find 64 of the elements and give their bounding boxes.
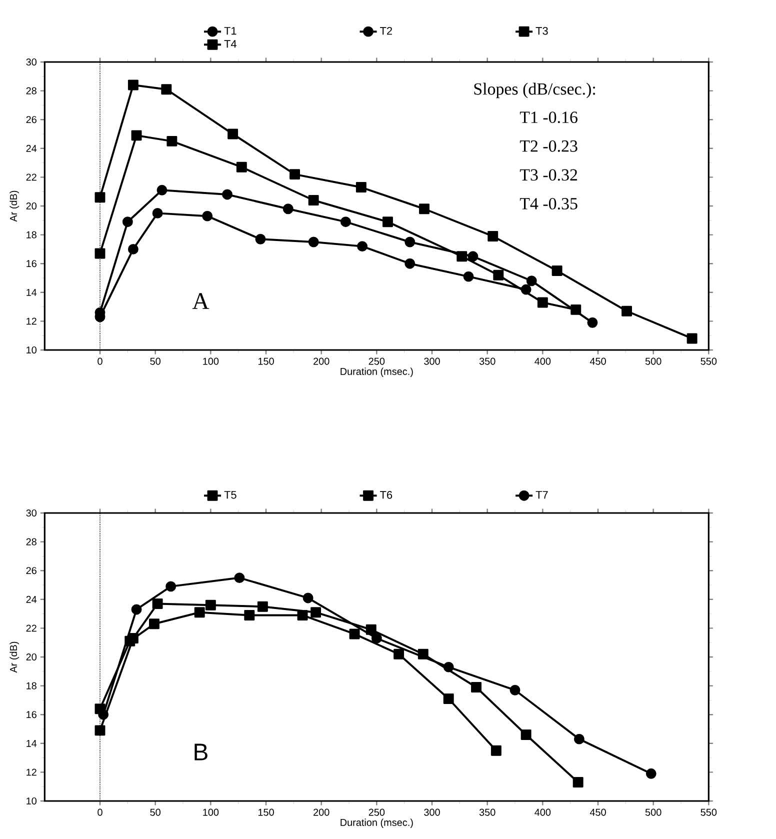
y-tick-label: 22 <box>26 174 36 181</box>
x-tick-label: 400 <box>534 358 551 365</box>
x-tick-label: 450 <box>590 808 606 816</box>
annotation: T4 -0.35 <box>520 198 578 210</box>
legend-label: T7 <box>536 491 548 499</box>
x-tick-label: 550 <box>700 808 717 816</box>
x-tick-label: 200 <box>314 358 330 365</box>
y-tick-label: 22 <box>26 624 36 632</box>
legend-label: T1 <box>224 27 236 35</box>
x-axis-title: Duration (msec.) <box>340 368 413 377</box>
x-tick-label: 500 <box>645 358 662 365</box>
legend-label: T6 <box>380 491 392 499</box>
y-tick-label: 12 <box>26 318 36 325</box>
annotation: T2 -0.23 <box>520 140 578 152</box>
legend-label: T3 <box>536 27 548 35</box>
y-tick-label: 30 <box>26 58 37 66</box>
x-tick-label: 150 <box>258 358 274 365</box>
y-tick-label: 26 <box>26 567 36 574</box>
x-tick-label: 550 <box>700 358 717 365</box>
x-tick-label: 300 <box>424 358 440 365</box>
y-tick-label: 28 <box>26 87 36 94</box>
y-tick-label: 16 <box>26 711 36 718</box>
annotation: T1 -0.16 <box>520 112 578 124</box>
x-tick-label: 0 <box>98 358 102 365</box>
legend-label: T4 <box>224 40 236 48</box>
x-tick-label: 350 <box>479 808 496 816</box>
x-tick-label: 150 <box>258 808 274 816</box>
x-tick-label: 400 <box>534 808 551 816</box>
y-axis-title: Ar (dB) <box>10 642 19 673</box>
x-tick-label: 100 <box>203 808 219 816</box>
y-tick-label: 26 <box>26 116 36 124</box>
x-tick-label: 300 <box>424 808 440 816</box>
x-axis-title: Duration (msec.) <box>340 818 413 828</box>
y-tick-label: 20 <box>26 653 37 661</box>
y-tick-label: 28 <box>26 538 36 546</box>
x-tick-label: 450 <box>590 358 606 365</box>
y-tick-label: 10 <box>26 797 37 805</box>
x-tick-label: 250 <box>368 358 385 365</box>
y-tick-label: 24 <box>26 596 37 603</box>
x-tick-label: 0 <box>98 808 102 816</box>
y-tick-label: 14 <box>26 740 37 747</box>
annotation: A <box>192 293 210 309</box>
x-tick-label: 350 <box>479 358 496 365</box>
y-tick-label: 18 <box>26 682 36 690</box>
y-tick-label: 14 <box>26 288 37 296</box>
y-tick-label: 24 <box>26 144 37 152</box>
x-tick-label: 250 <box>368 808 385 816</box>
y-tick-label: 12 <box>26 768 36 776</box>
x-tick-label: 50 <box>150 358 160 365</box>
annotation: T3 -0.32 <box>520 169 578 181</box>
x-tick-label: 50 <box>150 808 160 816</box>
annotation: Slopes (dB/csec.): <box>474 82 596 98</box>
legend-label: T5 <box>224 491 236 499</box>
annotation: B <box>194 744 208 760</box>
y-tick-label: 10 <box>26 346 37 354</box>
x-tick-label: 100 <box>203 358 219 365</box>
x-tick-label: 500 <box>645 808 662 816</box>
x-tick-label: 200 <box>314 808 330 816</box>
y-axis-title: Ar (dB) <box>10 190 19 222</box>
y-tick-label: 18 <box>26 231 36 238</box>
legend-label: T2 <box>380 27 392 35</box>
y-tick-label: 30 <box>26 509 37 517</box>
y-tick-label: 20 <box>26 202 37 210</box>
y-tick-label: 16 <box>26 260 36 268</box>
